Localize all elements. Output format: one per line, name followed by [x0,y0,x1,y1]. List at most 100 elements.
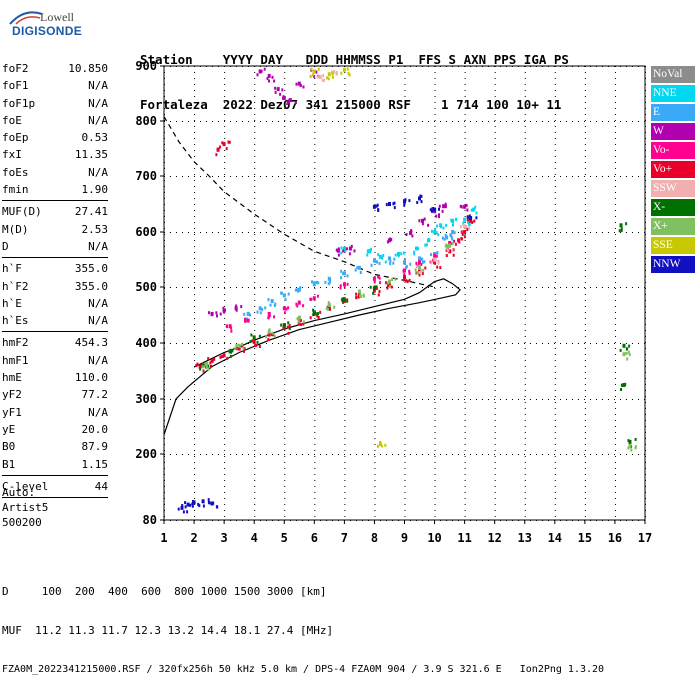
echo-point-sse [331,75,334,79]
echo-point-e [376,260,379,264]
grid-dot [464,330,466,331]
grid-dot [584,156,586,157]
grid-dot [314,360,316,361]
grid-dot [314,408,316,409]
grid-dot [554,216,556,217]
grid-dot [524,96,526,97]
grid-dot [632,343,633,344]
grid-dot [494,210,496,211]
grid-dot [164,312,165,313]
grid-dot [645,162,646,163]
echo-point-nnw [372,204,376,209]
grid-dot [645,504,646,505]
grid-dot [362,520,363,521]
grid-dot [164,492,165,493]
grid-dot [344,156,346,157]
grid-dot [314,114,316,115]
grid-dot [434,372,436,373]
grid-dot [584,520,585,521]
grid-dot [344,174,346,175]
grid-dot [494,270,496,271]
grid-dot [524,360,526,361]
grid-dot [464,258,466,259]
grid-dot [164,246,165,247]
separator [2,200,108,202]
echo-point-x [314,312,317,316]
grid-dot [404,408,406,409]
grid-dot [464,474,466,475]
grid-dot [614,408,616,409]
grid-dot [584,126,586,127]
echo-point-vo [377,275,380,279]
grid-dot [572,343,573,344]
grid-dot [320,399,321,400]
grid-dot [584,144,586,145]
grid-dot [374,462,376,463]
grid-dot [434,498,436,499]
grid-dot [200,399,201,400]
echo-point-nne [452,220,455,224]
echo-point-vo [448,249,452,254]
echo-point-vo [458,240,461,244]
grid-dot [584,444,586,445]
grid-dot [554,252,556,253]
echo-point-vo [227,140,230,144]
grid-dot [524,450,526,451]
echo-point-vo [299,323,302,327]
grid-dot [584,210,586,211]
echo-point-e [443,237,446,241]
echo-point-nnw [207,498,210,502]
echo-point-vo [386,284,389,288]
grid-dot [314,402,316,403]
grid-dot [524,228,526,229]
echo-point-e [340,276,343,280]
grid-dot [584,264,586,265]
grid-dot [344,114,346,115]
grid-dot [374,264,376,265]
grid-dot [206,343,207,344]
grid-dot [308,232,309,233]
grid-dot [494,294,496,295]
grid-dot [404,324,406,325]
grid-dot [645,78,646,79]
echo-point-x [229,354,232,358]
grid-dot [434,132,436,133]
grid-dot [284,121,285,122]
grid-dot [260,66,261,67]
grid-dot [464,354,466,355]
grid-dot [494,102,496,103]
grid-dot [645,498,646,499]
echo-point-vo [445,254,448,257]
echo-point-vo [372,276,376,281]
grid-dot [170,287,171,288]
echo-point-vo [378,290,381,293]
grid-dot [320,520,321,521]
grid-dot [608,176,609,177]
grid-dot [374,174,376,175]
grid-dot [308,66,309,67]
grid-dot [284,336,286,337]
grid-dot [512,121,513,122]
grid-dot [645,300,646,301]
echo-point-vo [375,287,378,290]
grid-dot [278,232,279,233]
echo-point-vo [286,325,289,329]
grid-dot [500,520,501,521]
grid-dot [464,456,466,457]
grid-dot [404,102,406,103]
param-name: h`F2 [2,279,29,293]
grid-dot [464,396,466,397]
grid-dot [554,294,556,295]
grid-dot [338,66,339,67]
grid-dot [404,390,406,391]
grid-dot [494,138,496,139]
grid-dot [374,366,376,367]
grid-dot [590,287,591,288]
grid-dot [266,454,267,455]
grid-dot [554,204,556,205]
grid-dot [194,474,196,475]
grid-dot [614,324,616,325]
grid-dot [554,402,556,403]
echo-point-x [296,317,299,321]
grid-dot [494,186,496,187]
